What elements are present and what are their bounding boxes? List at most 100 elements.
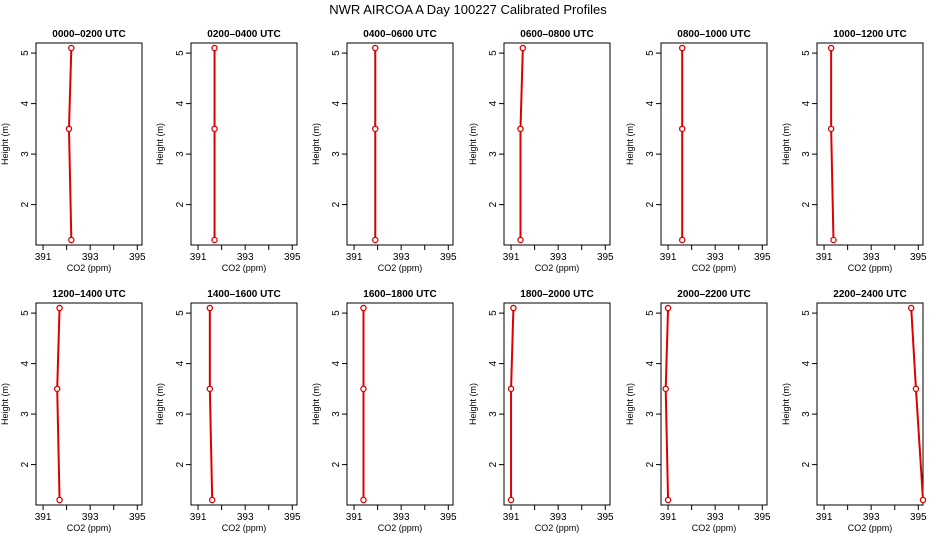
panel-title: 1200–1400 UTC bbox=[52, 289, 125, 300]
data-point bbox=[206, 304, 214, 312]
x-tick-label: 391 bbox=[816, 252, 833, 263]
y-tick-label: 4 bbox=[331, 100, 342, 106]
x-tick-label: 393 bbox=[707, 512, 724, 523]
y-tick-label: 2 bbox=[645, 201, 656, 207]
y-tick-label: 5 bbox=[175, 310, 186, 316]
profile-panel: 2200–2400 UTC 391 393 395 2 3 4 5 CO2 (ppm) Heigh… bbox=[781, 289, 927, 533]
data-point bbox=[211, 236, 218, 244]
panel-title: 1000–1200 UTC bbox=[833, 29, 906, 40]
x-tick-label: 391 bbox=[346, 512, 363, 523]
y-axis-label: Height (m) bbox=[0, 123, 10, 165]
data-point bbox=[68, 44, 75, 52]
x-tick-label: 393 bbox=[863, 252, 880, 263]
panel-title: 0600–0800 UTC bbox=[520, 29, 593, 40]
data-point bbox=[208, 496, 216, 504]
y-axis-label: Height (m) bbox=[468, 383, 478, 425]
x-tick-label: 391 bbox=[660, 512, 677, 523]
plot-frame bbox=[190, 302, 298, 506]
y-axis-label: Height (m) bbox=[625, 123, 635, 165]
x-axis-label: CO2 (ppm) bbox=[692, 523, 737, 533]
plot-frame bbox=[660, 42, 768, 246]
y-tick-label: 4 bbox=[20, 360, 31, 366]
x-tick-label: 391 bbox=[190, 512, 207, 523]
profile-line bbox=[67, 48, 73, 240]
y-tick-label: 5 bbox=[801, 310, 812, 316]
data-point bbox=[830, 236, 837, 244]
data-point bbox=[56, 496, 63, 504]
profile-line bbox=[519, 48, 524, 240]
plot-frame bbox=[346, 302, 454, 506]
profile-line bbox=[664, 308, 670, 500]
profile-panel: 1800–2000 UTC 391 393 395 2 3 4 5 CO2 (ppm) Heigh… bbox=[468, 289, 614, 533]
y-tick-label: 4 bbox=[801, 100, 812, 106]
x-tick-label: 393 bbox=[707, 252, 724, 263]
data-point bbox=[517, 236, 524, 244]
profile-panel: 0400–0600 UTC 391 393 395 2 3 4 5 CO2 (ppm) Heigh… bbox=[311, 29, 457, 273]
y-tick-label: 2 bbox=[331, 201, 342, 207]
panel-title: 0200–0400 UTC bbox=[207, 29, 280, 40]
x-axis-label: CO2 (ppm) bbox=[67, 523, 112, 533]
profile-panel: 0800–1000 UTC 391 393 395 2 3 4 5 CO2 (ppm) Heigh… bbox=[625, 29, 771, 273]
y-axis-label: Height (m) bbox=[781, 383, 791, 425]
x-axis-label: CO2 (ppm) bbox=[222, 523, 267, 533]
x-tick-label: 391 bbox=[660, 252, 677, 263]
data-point bbox=[372, 125, 379, 133]
x-tick-label: 391 bbox=[346, 252, 363, 263]
x-tick-label: 395 bbox=[440, 252, 457, 263]
y-tick-label: 3 bbox=[801, 151, 812, 157]
x-tick-label: 395 bbox=[129, 252, 146, 263]
y-tick-label: 4 bbox=[331, 360, 342, 366]
panel-title: 0800–1000 UTC bbox=[677, 29, 750, 40]
figure-title: NWR AIRCOA A Day 100227 Calibrated Profi… bbox=[329, 2, 607, 17]
panel-title: 2000–2200 UTC bbox=[677, 289, 750, 300]
y-tick-label: 2 bbox=[801, 461, 812, 467]
y-tick-label: 2 bbox=[20, 201, 31, 207]
data-point bbox=[372, 44, 379, 52]
y-tick-label: 5 bbox=[645, 310, 656, 316]
y-tick-label: 2 bbox=[645, 461, 656, 467]
y-tick-label: 4 bbox=[20, 100, 31, 106]
profile-panel: 1000–1200 UTC 391 393 395 2 3 4 5 CO2 (ppm) Heigh… bbox=[781, 29, 927, 273]
x-tick-label: 391 bbox=[503, 512, 520, 523]
y-tick-label: 4 bbox=[488, 360, 499, 366]
data-point bbox=[907, 304, 915, 312]
data-point bbox=[56, 304, 63, 312]
panel-title: 1400–1600 UTC bbox=[207, 289, 280, 300]
y-tick-label: 2 bbox=[331, 461, 342, 467]
x-axis-label: CO2 (ppm) bbox=[848, 263, 893, 273]
y-axis-label: Height (m) bbox=[311, 123, 321, 165]
x-tick-label: 393 bbox=[550, 252, 567, 263]
profile-line bbox=[910, 307, 924, 501]
y-axis-label: Height (m) bbox=[0, 383, 10, 425]
y-tick-label: 3 bbox=[488, 151, 499, 157]
y-tick-label: 5 bbox=[488, 310, 499, 316]
data-point bbox=[360, 496, 367, 504]
data-point bbox=[211, 125, 218, 133]
x-tick-label: 391 bbox=[190, 252, 207, 263]
x-tick-label: 395 bbox=[910, 512, 927, 523]
data-point bbox=[664, 496, 672, 504]
x-axis-label: CO2 (ppm) bbox=[535, 523, 580, 533]
data-point bbox=[360, 385, 367, 393]
y-tick-label: 2 bbox=[801, 201, 812, 207]
x-axis-label: CO2 (ppm) bbox=[378, 263, 423, 273]
plot-frame bbox=[503, 302, 611, 506]
data-point bbox=[360, 304, 367, 312]
y-tick-label: 3 bbox=[488, 411, 499, 417]
data-point bbox=[53, 385, 61, 393]
x-tick-label: 395 bbox=[754, 252, 771, 263]
profile-panel: 2000–2200 UTC 391 393 395 2 3 4 5 CO2 (ppm) Heigh… bbox=[625, 289, 771, 533]
y-tick-label: 4 bbox=[645, 360, 656, 366]
y-tick-label: 5 bbox=[175, 50, 186, 56]
data-point bbox=[662, 385, 669, 393]
panel-title: 0000–0200 UTC bbox=[52, 29, 125, 40]
x-tick-label: 395 bbox=[910, 252, 927, 263]
y-axis-label: Height (m) bbox=[625, 383, 635, 425]
profile-panel: 1200–1400 UTC 391 393 395 2 3 4 5 CO2 (ppm) Heigh… bbox=[0, 289, 146, 533]
y-tick-label: 4 bbox=[801, 360, 812, 366]
y-axis-label: Height (m) bbox=[155, 383, 165, 425]
data-point bbox=[519, 44, 527, 52]
data-point bbox=[678, 125, 686, 133]
x-tick-label: 391 bbox=[816, 512, 833, 523]
